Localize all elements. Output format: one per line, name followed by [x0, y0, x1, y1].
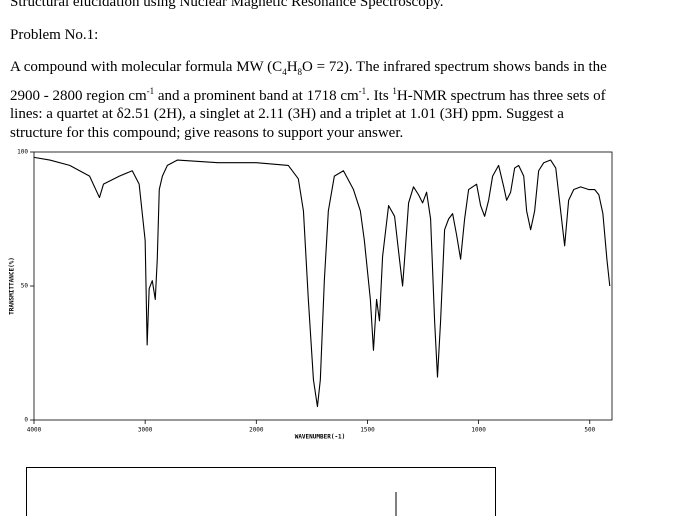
- text: . Its: [366, 87, 393, 104]
- x-tick-label: 1000: [471, 427, 486, 434]
- y-axis-label: TRANSMITTANCE(%): [9, 257, 16, 315]
- x-tick-label: 2000: [249, 427, 264, 434]
- text: and a prominent band at 1718 cm: [154, 87, 359, 104]
- y-tick-label: 0: [24, 417, 28, 424]
- y-tick-label: 100: [17, 149, 28, 156]
- x-tick-label: 1500: [360, 427, 375, 434]
- problem-label: Problem No.1:: [10, 27, 99, 43]
- y-tick-label: 50: [21, 283, 29, 290]
- superscript: -1: [358, 85, 367, 96]
- superscript: -1: [146, 85, 155, 96]
- text: H-NMR spectrum has three sets of lines: …: [10, 87, 606, 142]
- text: O = 72). The infrared spectrum shows ban…: [10, 59, 607, 104]
- doc-title: Structural elucidation using Nuclear Mag…: [10, 0, 444, 10]
- ir-spectrum: WAVENUMBER(-1) TRANSMITTANCE(%) 4000 3000…: [9, 149, 613, 441]
- x-axis-label: WAVENUMBER(-1): [295, 434, 346, 441]
- problem-text: A compound with molecular formula MW (C4…: [10, 58, 612, 143]
- superscript: 1: [392, 85, 397, 96]
- subscript: 4: [282, 67, 287, 77]
- text: H: [286, 59, 298, 75]
- answer-box: [26, 467, 496, 516]
- spectrum-line: [33, 156, 611, 408]
- text: A compound with molecular formula MW (C: [10, 59, 283, 75]
- x-tick-label: 3000: [138, 427, 153, 434]
- x-tick-label: 4000: [27, 427, 42, 434]
- x-tick-label: 500: [584, 427, 595, 434]
- subscript: 8: [297, 67, 303, 77]
